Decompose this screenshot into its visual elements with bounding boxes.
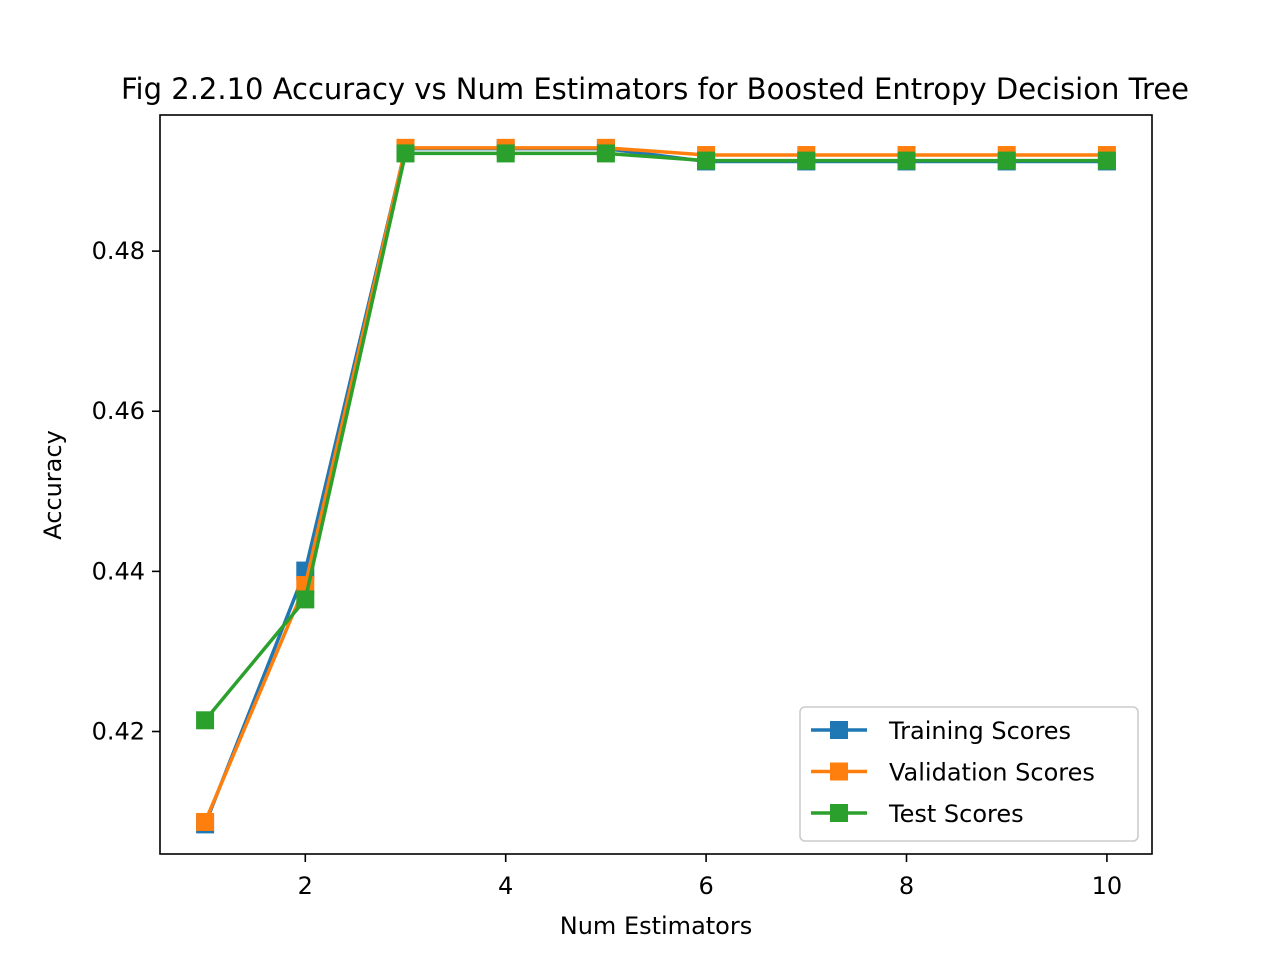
data-point-test-scores (496, 144, 515, 163)
data-point-test-scores (697, 151, 716, 170)
data-point-validation-scores (196, 812, 215, 831)
x-tick-label: 2 (298, 872, 313, 900)
x-tick-label: 8 (899, 872, 914, 900)
legend-box (799, 706, 1139, 842)
chart-title: Fig 2.2.10 Accuracy vs Num Estimators fo… (121, 72, 1189, 106)
data-point-test-scores (196, 711, 215, 730)
y-axis: 0.42 0.44 0.46 0.48 (92, 237, 160, 746)
legend-swatch-marker-validation-scores (830, 762, 848, 781)
data-point-test-scores (797, 151, 816, 170)
legend-swatch-marker-training-scores (830, 721, 848, 739)
data-point-test-scores (396, 144, 415, 163)
series-line-validation-scores (203, 146, 1107, 823)
legend-label-test-scores: Test Scores (888, 800, 1024, 828)
data-point-test-scores (897, 151, 916, 170)
legend-label-training-scores: Training Scores (888, 717, 1071, 745)
y-tick-label: 0.48 (92, 237, 145, 265)
data-point-test-scores (596, 144, 615, 163)
plot-area (196, 138, 1116, 834)
x-tick-label: 6 (698, 872, 713, 900)
x-axis: 2 4 6 8 10 (298, 854, 1123, 900)
plot-frame (159, 114, 1153, 855)
legend: Training Scores Validation Scores Test Sco… (799, 706, 1139, 842)
x-tick-label: 10 (1092, 872, 1123, 900)
y-tick-label: 0.46 (92, 397, 145, 425)
data-point-test-scores (997, 151, 1016, 170)
y-tick-label: 0.42 (92, 718, 145, 746)
data-point-test-scores (1097, 151, 1116, 170)
x-axis-title: Num Estimators (560, 912, 752, 940)
legend-label-validation-scores: Validation Scores (889, 759, 1095, 787)
data-point-test-scores (296, 590, 315, 609)
y-tick-label: 0.44 (92, 557, 145, 585)
legend-swatch-marker-test-scores (830, 804, 848, 822)
x-tick-label: 4 (498, 872, 513, 900)
y-axis-title: Accuracy (39, 430, 67, 540)
series-line-test-scores (203, 151, 1107, 722)
